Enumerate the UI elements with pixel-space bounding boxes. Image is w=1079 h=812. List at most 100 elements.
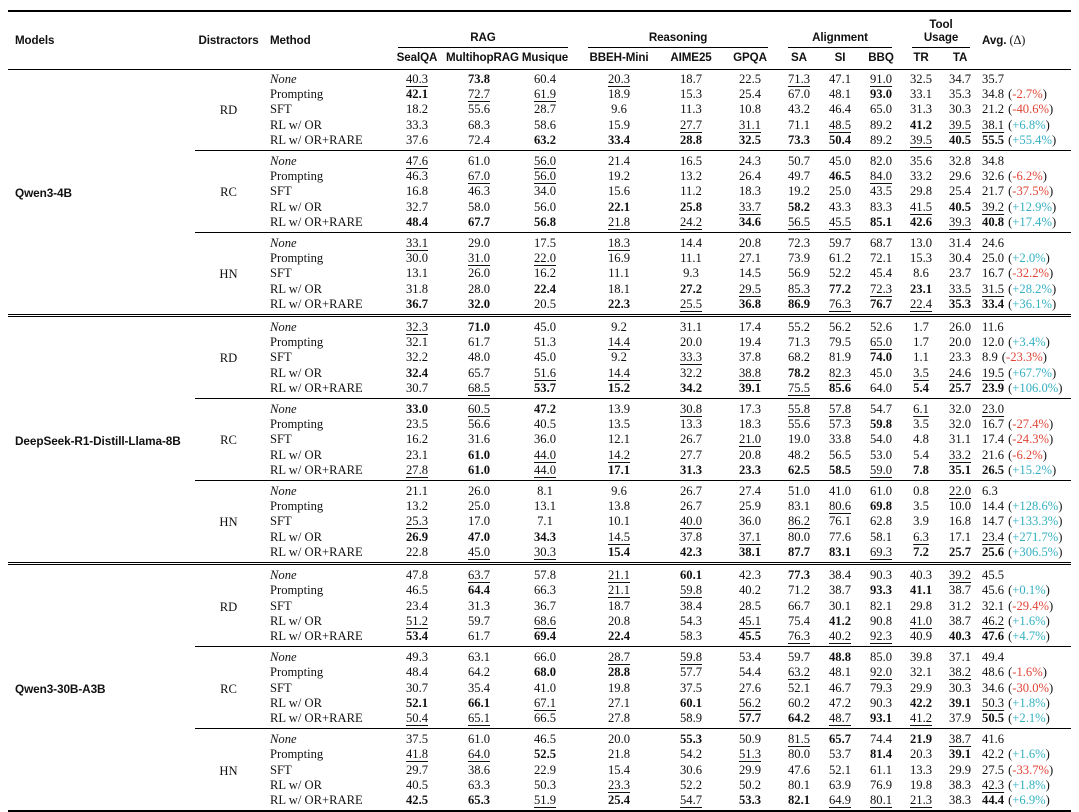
avg-delta: +0.1% (1008, 583, 1050, 597)
score-cell: 57.8 (512, 562, 578, 584)
score-cell: 1.7 (902, 314, 941, 336)
score-cell: 25.7 (949, 380, 972, 395)
score-cell: 33.3 (679, 350, 703, 365)
score-cell: 33.7 (738, 199, 762, 214)
score-cell: 30.8 (660, 398, 722, 418)
score-cell: 57.3 (828, 417, 852, 432)
score-cell: 11.1 (680, 251, 702, 266)
model-name-cell: Qwen3-4B (15, 185, 72, 200)
score-cell: 14.5 (738, 266, 762, 281)
avg-cell: 33.4+36.1% (980, 297, 1071, 316)
avg-delta: +3.4% (1008, 335, 1050, 349)
avg-cell: 42.2+1.6% (980, 747, 1071, 762)
method-cell: RL w/ OR (270, 613, 323, 628)
score-cell: 31.1 (949, 432, 972, 447)
score-cell: 80.1 (869, 792, 893, 807)
score-cell: 64.2 (787, 710, 811, 725)
score-cell: 76.3 (828, 296, 852, 311)
score-cell: 51.6 (533, 365, 557, 380)
score-cell: 24.2 (679, 214, 703, 229)
avg-value: 48.6 (982, 665, 1005, 680)
score-cell: 22.9 (533, 762, 557, 777)
score-cell: 85.0 (860, 646, 903, 666)
col-header-avg: Avg. (Δ) (980, 11, 1072, 70)
score-cell: 38.6 (467, 762, 491, 777)
score-cell: 65.3 (467, 792, 491, 807)
score-cell: 75.5 (787, 380, 811, 395)
table-header: Models Distractors Method RAG Reasoning … (8, 11, 1072, 70)
distractor-cell: HN (195, 728, 262, 812)
avg-cell: 14.4+128.6% (980, 499, 1071, 514)
score-cell: 32.8 (940, 150, 981, 170)
score-cell: 81.9 (828, 350, 852, 365)
score-cell: 31.3 (467, 598, 491, 613)
avg-cell: 17.4-24.3% (980, 432, 1071, 447)
method-cell: SFT (270, 102, 292, 117)
score-cell: 61.7 (467, 335, 491, 350)
score-cell: 78.2 (787, 365, 811, 380)
score-cell: 53.7 (828, 747, 852, 762)
method-cell: RL w/ OR+RARE (270, 296, 363, 311)
score-cell: 16.2 (533, 266, 557, 281)
score-cell: 20.3 (607, 72, 631, 86)
score-cell: 29.9 (910, 680, 933, 695)
avg-cell: 24.6 (980, 232, 1072, 252)
score-cell: 31.6 (467, 432, 491, 447)
score-cell: 30.3 (533, 544, 557, 559)
score-cell: 20.3 (910, 747, 933, 762)
avg-cell: 44.4+6.9% (980, 793, 1071, 811)
score-cell: 34.6 (738, 214, 762, 229)
table-row: HN None 21.1 26.0 8.1 9.6 26.7 27.4 51.0 41.0 61.0… (8, 480, 1072, 564)
table-row: RL w/ OR+RARE 27.8 61.0 44.0 17.1 31.3 23.3 62.… (8, 463, 1071, 481)
score-cell: 20.8 (607, 613, 631, 628)
score-cell: 47.8 (388, 562, 446, 584)
score-cell: 40.5 (949, 199, 972, 214)
score-cell: 83.1 (828, 544, 852, 559)
col-header-musique: Musique (512, 48, 578, 70)
score-cell: 80.6 (828, 499, 852, 514)
col-header-si: SI (820, 48, 860, 70)
col-group-alignment: Alignment (778, 11, 902, 48)
score-cell: 25.4 (738, 87, 762, 102)
score-cell: 17.1 (949, 529, 972, 544)
avg-delta: +1.6% (1008, 614, 1050, 628)
score-cell: 37.5 (388, 728, 446, 748)
table-row: Prompting 48.4 64.2 68.0 28.8 57.7 54.4 63.2 48.… (8, 665, 1071, 680)
score-cell: 37.9 (949, 710, 972, 725)
score-cell: 40.3 (949, 628, 972, 643)
score-cell: 8.1 (512, 480, 578, 500)
score-cell: 53.7 (533, 380, 557, 395)
score-cell: 50.4 (828, 132, 852, 147)
score-cell: 48.1 (828, 87, 852, 102)
avg-cell: 21.7-37.5% (980, 184, 1071, 199)
avg-value: 27.5 (982, 762, 1005, 777)
score-cell: 27.8 (607, 710, 631, 725)
score-cell: 38.3 (949, 792, 972, 807)
score-cell: 68.5 (467, 380, 491, 395)
score-cell: 26.7 (660, 480, 722, 500)
score-cell: 29.8 (910, 184, 933, 199)
table-row: RL w/ OR 51.2 59.7 68.6 20.8 54.3 45.1 75.4 41.2… (8, 614, 1071, 629)
score-cell: 52.1 (787, 680, 811, 695)
score-cell: 47.0 (467, 529, 491, 544)
score-cell: 31.4 (940, 232, 981, 252)
score-cell: 25.5 (679, 296, 703, 311)
sub-header-row: SealQA MultihopRAG Musique BBEH-Mini AIM… (8, 48, 1071, 70)
score-cell: 37.1 (940, 646, 981, 666)
score-cell: 64.0 (467, 747, 491, 762)
score-cell: 82.0 (860, 150, 903, 170)
score-cell: 63.2 (787, 665, 811, 680)
score-cell: 47.2 (828, 695, 852, 710)
table-row: RL w/ OR 32.4 65.7 51.6 14.4 32.2 38.8 78.2 82.3… (8, 366, 1071, 381)
group-label-rag: RAG (470, 31, 496, 44)
score-cell: 14.5 (607, 529, 631, 544)
avg-delta: -6.2% (1008, 169, 1047, 183)
score-cell: 18.2 (405, 102, 429, 117)
score-cell: 47.1 (828, 72, 852, 86)
score-cell: 48.4 (405, 665, 429, 680)
score-cell: 26.7 (679, 432, 703, 447)
score-cell: 79.3 (869, 680, 893, 695)
method-cell: None (262, 398, 388, 418)
score-cell: 26.0 (467, 266, 491, 281)
score-cell: 59.7 (820, 232, 860, 252)
